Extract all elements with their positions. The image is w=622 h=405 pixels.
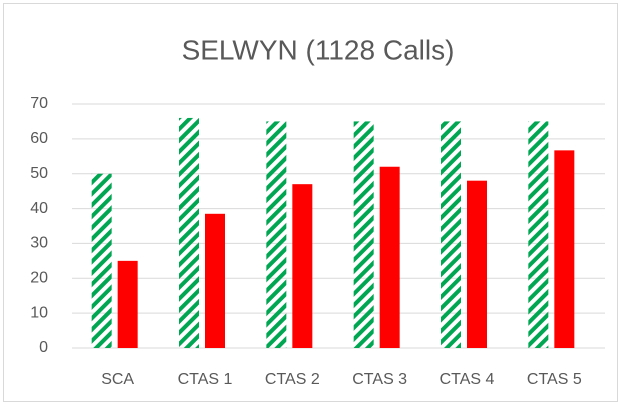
bar [179,117,199,348]
x-tick-label: CTAS 3 [352,371,407,388]
bar [91,173,112,348]
bar [117,260,138,348]
y-tick-label: 60 [30,130,48,147]
y-tick-label: 50 [30,165,48,182]
bar [467,180,487,348]
bar [441,121,461,348]
bar [266,121,287,348]
bar [353,121,374,348]
y-tick-label: 0 [39,339,48,356]
y-tick-label: 10 [30,304,48,321]
x-tick-label: CTAS 4 [440,371,495,388]
y-tick-label: 70 [30,95,48,112]
y-tick-label: 20 [30,270,48,287]
x-tick-label: SCA [101,371,134,388]
bar [292,184,313,348]
y-tick-label: 40 [30,200,48,217]
x-tick-label: CTAS 5 [527,371,582,388]
y-tick-label: 30 [30,235,48,252]
bar [379,166,400,348]
x-tick-label: CTAS 2 [265,371,320,388]
bar [554,150,575,348]
chart-title: SELWYN (1128 Calls) [182,34,455,65]
bar [205,213,225,348]
bar [528,121,549,348]
x-tick-label: CTAS 1 [178,371,233,388]
